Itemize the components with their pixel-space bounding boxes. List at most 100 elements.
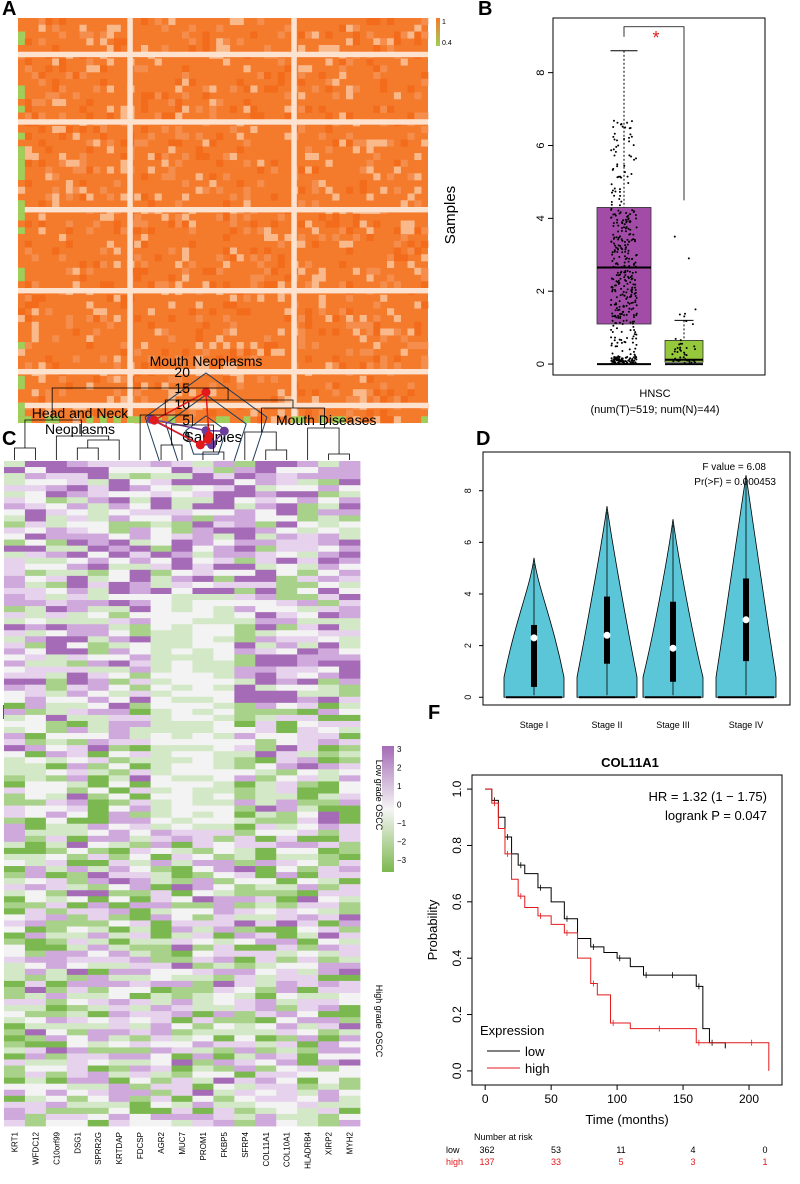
heatmap-e-cell	[318, 660, 340, 667]
heatmap-a-cell	[113, 315, 121, 323]
heatmap-e-cell	[171, 763, 193, 770]
box-b-point	[633, 278, 636, 281]
heatmap-e-cell	[108, 775, 131, 782]
heatmap-a-cell	[141, 18, 149, 26]
radar-c-series-line	[152, 390, 210, 446]
heatmap-e-cell	[150, 866, 172, 873]
heatmap-e-cell	[255, 860, 277, 867]
heatmap-e-cell	[297, 823, 319, 831]
heatmap-e-cell	[108, 720, 131, 728]
heatmap-a-cell	[209, 105, 217, 113]
heatmap-e-cell	[297, 872, 319, 879]
heatmap-e-cell	[108, 1071, 131, 1079]
heatmap-a-cell	[229, 126, 237, 134]
heatmap-e-cell	[45, 974, 68, 982]
heatmap-e-cell	[171, 932, 193, 939]
heatmap-a-cell	[393, 328, 401, 336]
heatmap-e-cell	[129, 1035, 151, 1042]
heatmap-e-cell	[45, 853, 68, 861]
heatmap-e-cell	[24, 805, 47, 813]
heatmap-e-cell	[297, 708, 319, 716]
heatmap-e-cell	[339, 1059, 361, 1066]
heatmap-e-cell	[87, 600, 110, 607]
box-b-point	[632, 233, 635, 236]
heatmap-e-cell	[255, 932, 277, 939]
heatmap-a-cell	[182, 72, 190, 80]
heatmap-a-edge-cell	[18, 274, 25, 282]
heatmap-e-cell	[24, 860, 47, 867]
heatmap-e-cell	[297, 1077, 319, 1085]
box-b-point	[610, 344, 613, 347]
box-b-point	[632, 283, 635, 286]
heatmap-a-cell	[195, 186, 203, 194]
heatmap-e-cell	[297, 714, 319, 722]
heatmap-e-cell	[4, 853, 26, 861]
heatmap-a-cell	[421, 126, 429, 134]
heatmap-e-cell	[129, 479, 151, 486]
box-b-point	[632, 263, 635, 266]
heatmap-a-cell	[359, 315, 367, 323]
heatmap-e-cell	[213, 672, 235, 680]
heatmap-e-cell	[213, 745, 235, 752]
heatmap-a-cell	[236, 342, 244, 350]
heatmap-e-cell	[108, 1083, 131, 1091]
heatmap-e-cell	[66, 757, 89, 764]
heatmap-e-cell	[129, 908, 151, 915]
heatmap-e-cell	[24, 654, 47, 661]
heatmap-e-cell	[213, 678, 235, 686]
heatmap-e-cell	[87, 1047, 110, 1054]
heatmap-e-cell	[255, 853, 277, 861]
heatmap-e-cell	[129, 1083, 151, 1091]
heatmap-e-cell	[234, 563, 256, 571]
heatmap-a-cell	[52, 24, 60, 32]
heatmap-e-cell	[66, 1071, 89, 1079]
heatmap-e-cell	[45, 908, 68, 915]
heatmap-e-cell	[87, 503, 110, 510]
heatmap-a-cell	[380, 396, 388, 404]
heatmap-e-cell	[234, 557, 256, 565]
heatmap-a-cell	[24, 132, 32, 140]
heatmap-e-cell	[24, 521, 47, 528]
heatmap-a-cell	[216, 335, 224, 343]
box-b-point	[622, 305, 625, 308]
heatmap-e-cell	[171, 799, 193, 806]
heatmap-a-cell	[243, 65, 251, 73]
heatmap-e-cell	[108, 1095, 131, 1103]
heatmap-a-cell	[270, 267, 278, 275]
heatmap-a-cell	[72, 281, 80, 289]
heatmap-a-cell	[209, 382, 217, 390]
heatmap-a-cell	[79, 105, 87, 113]
box-b-point	[621, 239, 624, 242]
heatmap-e-cell	[171, 672, 193, 680]
heatmap-e-cell	[108, 461, 131, 468]
heatmap-a-cell	[154, 112, 162, 120]
heatmap-a-cell	[380, 85, 388, 93]
box-b-point	[619, 317, 622, 320]
heatmap-e-cell	[66, 799, 89, 806]
box-b-point	[623, 240, 626, 243]
heatmap-e-cell	[45, 569, 68, 577]
heatmap-e-cell	[255, 817, 277, 825]
heatmap-a-cell	[45, 65, 53, 73]
heatmap-e-cell	[171, 926, 193, 933]
box-b-point	[615, 236, 618, 239]
heatmap-a-cell	[393, 227, 401, 235]
heatmap-e-cell	[4, 491, 26, 498]
heatmap-a-cell	[24, 301, 32, 309]
box-b-point	[615, 316, 618, 319]
heatmap-e-cell	[255, 793, 277, 800]
heatmap-a-cell	[229, 348, 237, 356]
heatmap-e-cell	[234, 950, 256, 958]
heatmap-e-cell	[339, 823, 361, 831]
box-b-point	[625, 291, 628, 294]
heatmap-e-cell	[213, 1029, 235, 1036]
box-b-point	[629, 213, 632, 216]
heatmap-e-cell	[45, 545, 68, 553]
heatmap-a-edge-cell	[332, 416, 340, 423]
box-b-point	[629, 126, 632, 129]
heatmap-e-cell	[4, 539, 26, 547]
heatmap-e-cell	[234, 1071, 256, 1079]
heatmap-e-cell	[339, 533, 361, 540]
heatmap-a-cell	[380, 362, 388, 370]
heatmap-e-cell	[255, 950, 277, 958]
